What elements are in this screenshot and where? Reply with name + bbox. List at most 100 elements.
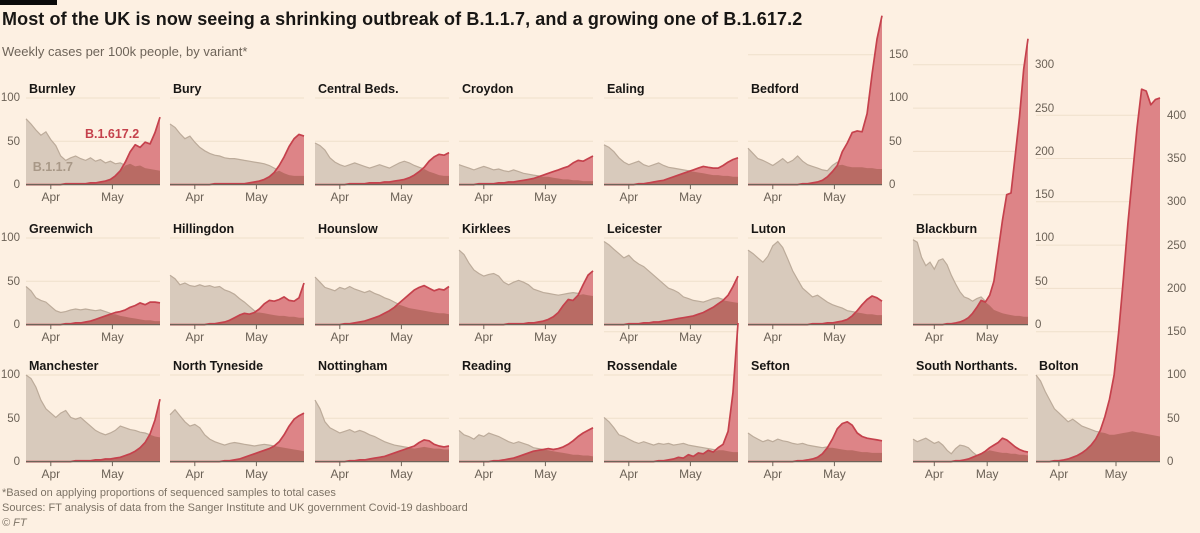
panel-sefton: Sefton Apr May (747, 359, 883, 481)
y-tick-label-0: 0 (13, 178, 20, 191)
y-tick-label-100: 100 (1167, 369, 1187, 382)
x-tick-label-may: May (534, 329, 557, 344)
area-chart-croydon (458, 97, 594, 190)
source-line: Sources: FT analysis of data from the Sa… (2, 501, 468, 514)
x-tick-label-apr: Apr (41, 466, 61, 481)
x-tick-label-apr: Apr (330, 189, 350, 204)
panel-title-bolton: Bolton (1039, 359, 1079, 374)
x-tick-label-apr: Apr (41, 189, 61, 204)
panel-title-ealing: Ealing (607, 82, 645, 97)
y-tick-label-0: 0 (1035, 318, 1042, 331)
panel-title-bedford: Bedford (751, 82, 799, 97)
area-chart-greenwich (25, 237, 161, 330)
y-tick-label-100: 100 (0, 232, 20, 245)
panel-title-leicester: Leicester (607, 222, 662, 237)
area-chart-south-northants (912, 374, 1029, 467)
y-tick-label-300: 300 (1035, 59, 1055, 72)
y-tick-label-100: 100 (889, 92, 909, 105)
y-tick-label-200: 200 (1167, 282, 1187, 295)
x-tick-label-apr: Apr (763, 189, 783, 204)
panel-title-burnley: Burnley (29, 82, 76, 97)
x-tick-label-may: May (823, 466, 846, 481)
x-tick-label-may: May (390, 329, 413, 344)
x-tick-label-apr: Apr (619, 329, 639, 344)
y-tick-label-50: 50 (889, 135, 902, 148)
y-tick-label-100: 100 (0, 92, 20, 105)
y-tick-label-0: 0 (1167, 455, 1174, 468)
y-tick-label-100: 100 (1035, 232, 1055, 245)
x-tick-label-apr: Apr (185, 189, 205, 204)
area-chart-rossendale (603, 323, 739, 467)
area-chart-leicester (603, 237, 739, 330)
panel-title-south-northants: South Northants. (916, 359, 1018, 374)
y-tick-label-250: 250 (1167, 239, 1187, 252)
x-tick-label-apr: Apr (185, 466, 205, 481)
panel-title-kirklees: Kirklees (462, 222, 511, 237)
x-tick-label-may: May (534, 189, 557, 204)
x-tick-label-apr: Apr (763, 466, 783, 481)
x-tick-label-apr: Apr (41, 329, 61, 344)
y-tick-label-50: 50 (7, 135, 20, 148)
x-tick-label-apr: Apr (763, 329, 783, 344)
panel-title-croydon: Croydon (462, 82, 514, 97)
y-tick-label-50: 50 (7, 275, 20, 288)
series-annotation-b-1-617-2: B.1.617.2 (84, 126, 140, 141)
y-tick-label-50: 50 (7, 412, 20, 425)
panel-title-blackburn: Blackburn (916, 222, 978, 237)
y-tick-label-150: 150 (1167, 326, 1187, 339)
panel-bury: Bury Apr May (169, 82, 305, 204)
x-tick-label-apr: Apr (474, 329, 494, 344)
area-chart-manchester (25, 374, 161, 467)
area-chart-blackburn (912, 39, 1029, 330)
x-tick-label-may: May (245, 189, 268, 204)
y-tick-label-250: 250 (1035, 102, 1055, 115)
series-annotation-b-1-1-7: B.1.1.7 (32, 159, 73, 174)
panel-hounslow: Hounslow Apr May (314, 222, 450, 344)
x-tick-label-apr: Apr (619, 466, 639, 481)
panel-blackburn: Blackburn Apr May 0 50 100 150 200 250 300 (912, 39, 1054, 344)
x-tick-label-apr: Apr (330, 466, 350, 481)
x-tick-label-may: May (1104, 466, 1128, 481)
x-tick-label-may: May (245, 329, 268, 344)
x-tick-label-may: May (679, 466, 702, 481)
y-tick-label-150: 150 (889, 49, 909, 62)
panel-burnley: Burnley Apr May 0 50 100 B.1.617.2 B.1.1.7 (1, 82, 161, 204)
panel-bedford: Bedford Apr May 0 50 100 150 (747, 15, 908, 204)
footer: *Based on applying proportions of sequen… (2, 486, 468, 530)
y-tick-label-350: 350 (1167, 152, 1187, 165)
x-tick-label-apr: Apr (330, 329, 350, 344)
panel-title-bury: Bury (173, 82, 202, 97)
x-tick-label-may: May (101, 189, 124, 204)
panel-kirklees: Kirklees Apr May (458, 222, 594, 344)
panel-nottingham: Nottingham Apr May (314, 359, 450, 481)
panel-title-hounslow: Hounslow (318, 222, 378, 237)
panel-luton: Luton Apr May (747, 222, 883, 344)
x-tick-label-may: May (390, 189, 413, 204)
panel-title-rossendale: Rossendale (607, 359, 678, 374)
x-tick-label-may: May (101, 466, 124, 481)
panel-title-sefton: Sefton (751, 359, 790, 374)
area-chart-central-beds (314, 97, 450, 190)
area-chart-hillingdon (169, 237, 305, 330)
footnote: *Based on applying proportions of sequen… (2, 487, 336, 499)
panel-ealing: Ealing Apr May (603, 82, 739, 204)
x-tick-label-apr: Apr (474, 189, 494, 204)
panel-title-luton: Luton (751, 222, 786, 237)
area-chart-nottingham (314, 374, 450, 467)
x-tick-label-may: May (823, 189, 846, 204)
area-chart-hounslow (314, 237, 450, 330)
area-chart-ealing (603, 97, 739, 190)
y-tick-label-50: 50 (1035, 275, 1048, 288)
chart-subtitle: Weekly cases per 100k people, by variant… (2, 44, 248, 59)
panel-manchester: Manchester Apr May 0 50 100 (1, 359, 161, 481)
x-tick-label-may: May (245, 466, 268, 481)
x-tick-label-may: May (101, 329, 124, 344)
panel-reading: Reading Apr May (458, 359, 594, 481)
panel-greenwich: Greenwich Apr May 0 50 100 (1, 222, 161, 344)
area-chart-kirklees (458, 237, 594, 330)
area-chart-luton (747, 237, 883, 330)
x-tick-label-apr: Apr (924, 329, 944, 344)
area-chart-north-tyneside (169, 374, 305, 467)
chart-title: Most of the UK is now seeing a shrinking… (2, 9, 803, 29)
panel-title-nottingham: Nottingham (318, 359, 388, 374)
